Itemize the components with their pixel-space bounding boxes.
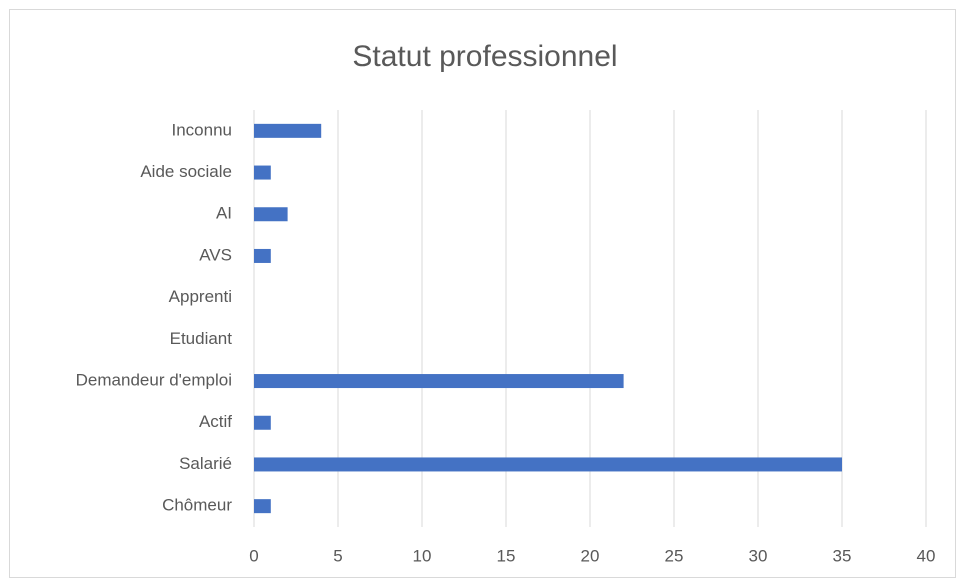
x-tick-label: 25 [665,546,684,565]
x-tick-label: 10 [413,546,432,565]
y-tick-label: Demandeur d'emploi [76,371,232,390]
bar [254,499,271,514]
bar [254,123,322,138]
y-tick-label: Actif [199,412,232,431]
y-tick-label: Salarié [179,454,232,473]
x-tick-label: 0 [249,546,258,565]
y-tick-label: AVS [199,245,232,264]
bar [254,457,842,472]
x-tick-label: 5 [333,546,342,565]
bar [254,248,271,263]
y-tick-label: Apprenti [169,287,232,306]
bar [254,374,624,389]
bar [254,415,271,430]
x-tick-label: 15 [497,546,516,565]
chart-border [9,9,956,578]
y-tick-label: AI [216,204,232,223]
y-tick-label: Chômeur [162,496,232,515]
y-tick-label: Aide sociale [140,162,232,181]
x-tick-label: 20 [581,546,600,565]
chart-title: Statut professionnel [352,40,617,73]
bar [254,207,288,222]
x-tick-label: 40 [917,546,936,565]
y-tick-label: Etudiant [170,329,233,348]
x-tick-label: 30 [749,546,768,565]
x-tick-label: 35 [833,546,852,565]
y-tick-label: Inconnu [172,120,233,139]
bar [254,165,271,180]
